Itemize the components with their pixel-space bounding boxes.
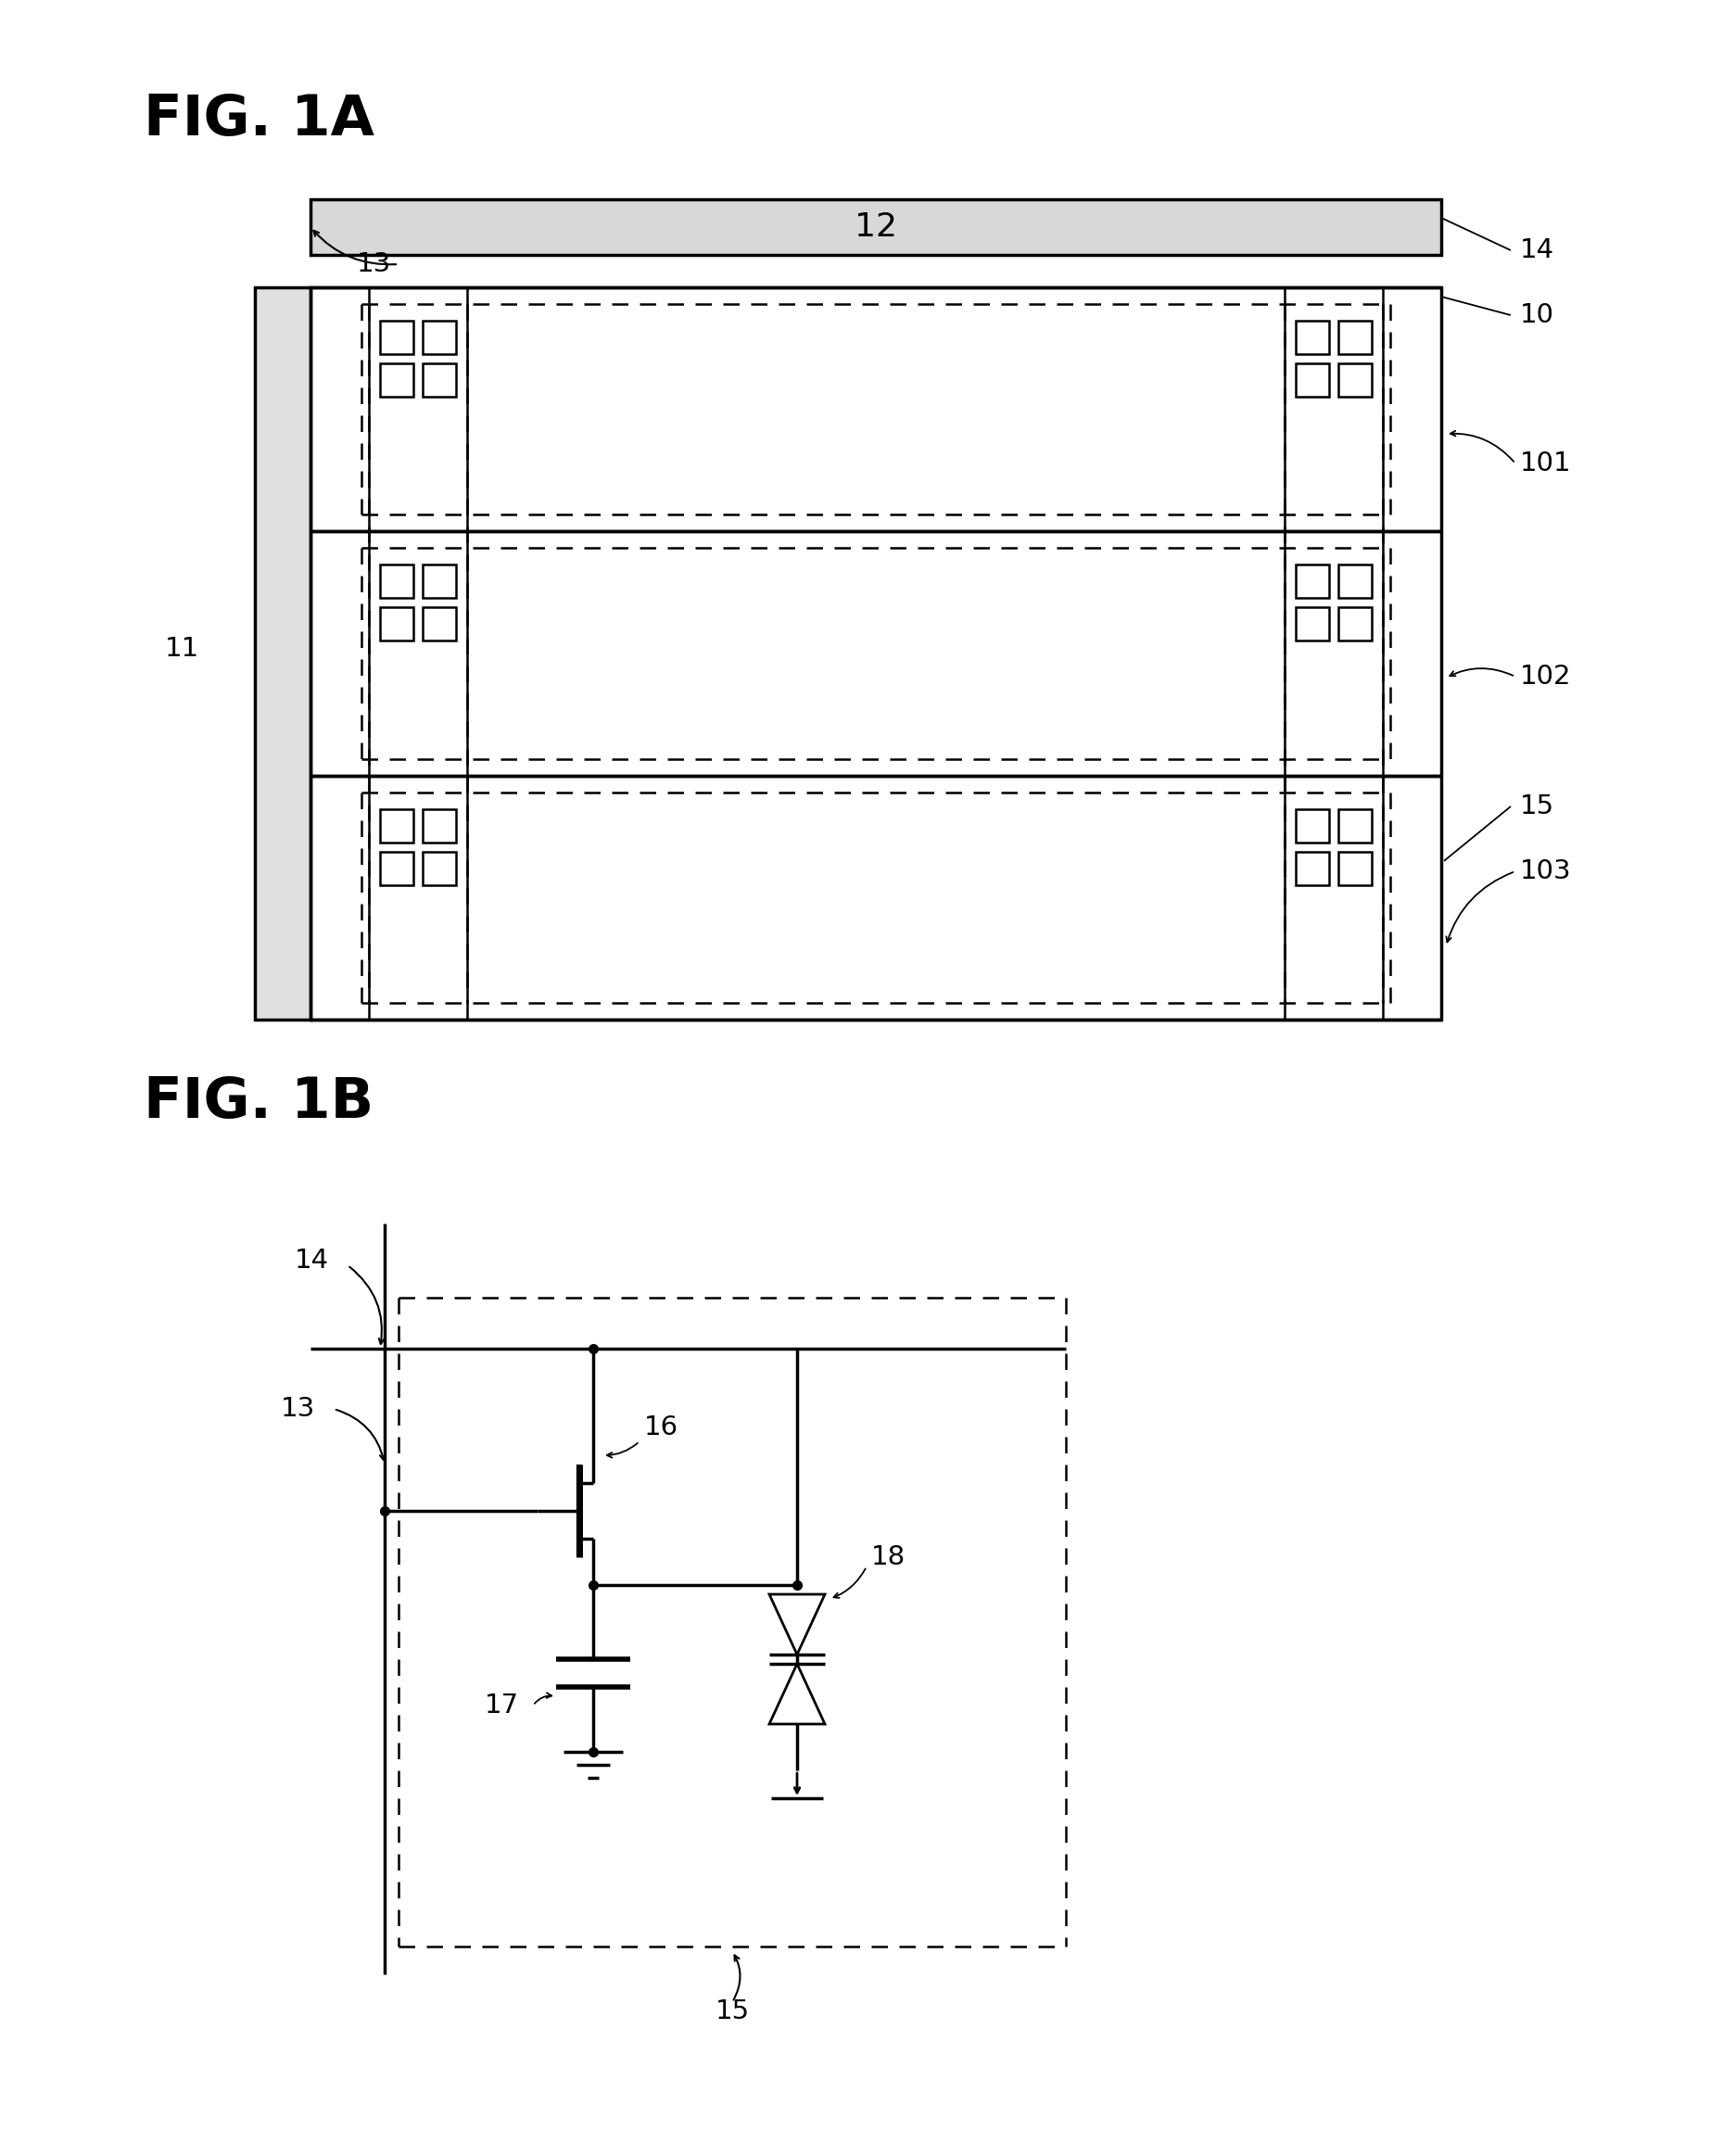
Bar — [422, 608, 457, 640]
Bar — [1296, 852, 1329, 884]
Text: FIG. 1B: FIG. 1B — [144, 1076, 373, 1130]
Text: 18: 18 — [870, 1544, 906, 1570]
Bar — [380, 852, 414, 884]
Text: FIG. 1A: FIG. 1A — [144, 93, 374, 147]
Text: 13: 13 — [280, 1395, 315, 1423]
Text: 17: 17 — [484, 1692, 520, 1718]
Bar — [1339, 608, 1371, 640]
Text: 14: 14 — [1520, 237, 1554, 263]
Text: 103: 103 — [1520, 858, 1571, 884]
Bar — [422, 852, 457, 884]
Bar — [1296, 608, 1329, 640]
Bar — [422, 808, 457, 843]
Bar — [311, 287, 1442, 1020]
Bar — [1296, 321, 1329, 354]
Bar — [380, 364, 414, 397]
Text: 15: 15 — [715, 1999, 749, 2024]
Text: 101: 101 — [1520, 451, 1571, 476]
Bar — [380, 808, 414, 843]
Bar — [1296, 364, 1329, 397]
Bar — [422, 321, 457, 354]
Bar — [380, 565, 414, 597]
Bar — [1339, 808, 1371, 843]
Bar — [311, 198, 1442, 254]
Bar — [422, 364, 457, 397]
Bar — [422, 565, 457, 597]
Text: 102: 102 — [1520, 664, 1571, 690]
Bar — [1296, 565, 1329, 597]
Bar — [380, 608, 414, 640]
Bar — [1339, 565, 1371, 597]
Bar — [1339, 364, 1371, 397]
Text: 15: 15 — [1520, 793, 1554, 819]
Text: 14: 14 — [294, 1248, 328, 1274]
Text: 13: 13 — [357, 252, 392, 278]
Text: 16: 16 — [645, 1414, 679, 1440]
Text: 11: 11 — [164, 636, 200, 662]
Text: 10: 10 — [1520, 302, 1554, 328]
Bar — [1296, 808, 1329, 843]
Bar — [255, 287, 311, 1020]
Bar — [1339, 321, 1371, 354]
Bar — [1339, 852, 1371, 884]
Bar — [380, 321, 414, 354]
Text: 12: 12 — [855, 211, 898, 244]
